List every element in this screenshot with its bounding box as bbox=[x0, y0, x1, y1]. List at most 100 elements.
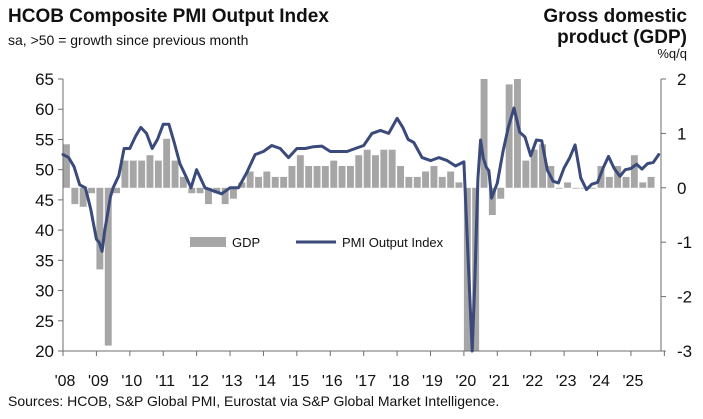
gdp-bar bbox=[146, 155, 154, 188]
gdp-bar bbox=[221, 187, 229, 205]
x-tick-label: '22 bbox=[522, 373, 543, 390]
gdp-bar bbox=[88, 187, 95, 194]
gdp-bar bbox=[497, 187, 505, 199]
pmi-line bbox=[61, 106, 661, 353]
gdp-bar bbox=[280, 176, 288, 188]
chart-title: HCOB Composite PMI Output Index bbox=[8, 6, 329, 27]
left-tick-label: 60 bbox=[35, 100, 54, 119]
gdp-bar bbox=[288, 166, 296, 188]
x-tick-label: '17 bbox=[355, 373, 376, 390]
gdp-bars bbox=[63, 79, 655, 351]
x-tick-label: '09 bbox=[88, 373, 109, 390]
left-tick-label: 20 bbox=[35, 342, 54, 361]
right-axis-title: Gross domestic product (GDP) bbox=[543, 6, 687, 48]
gdp-bar bbox=[530, 149, 538, 188]
x-tick-label: '20 bbox=[455, 373, 476, 390]
gdp-bar bbox=[79, 187, 87, 207]
pmi-line-layer bbox=[61, 106, 661, 353]
gdp-bar bbox=[188, 187, 196, 194]
legend-gdp-swatch bbox=[190, 237, 226, 247]
chart-subtitle: sa, >50 = growth since previous month bbox=[8, 32, 249, 48]
gdp-bar bbox=[355, 155, 363, 188]
gdp-bar bbox=[539, 144, 546, 188]
gdp-bar bbox=[71, 187, 79, 205]
gdp-bar bbox=[438, 176, 446, 188]
gdp-bar bbox=[313, 166, 321, 188]
gdp-bar bbox=[196, 187, 204, 194]
x-tick-label: '19 bbox=[422, 373, 443, 390]
legend-gdp-label: GDP bbox=[232, 235, 260, 250]
gdp-bar bbox=[138, 160, 146, 188]
gdp-bar bbox=[330, 160, 338, 188]
gdp-bar bbox=[246, 171, 254, 188]
gdp-bar bbox=[305, 166, 313, 188]
gdp-bar bbox=[422, 171, 429, 188]
gdp-bar bbox=[171, 160, 179, 188]
x-tick-label: '08 bbox=[55, 373, 76, 390]
gdp-bar bbox=[230, 187, 237, 199]
source-note: Sources: HCOB, S&P Global PMI, Eurostat … bbox=[8, 393, 500, 409]
gdp-bar bbox=[430, 166, 438, 188]
gdp-bar bbox=[455, 182, 463, 188]
x-tick-label: '15 bbox=[288, 373, 309, 390]
gdp-bar bbox=[271, 176, 279, 188]
gdp-bar bbox=[129, 160, 137, 188]
gdp-bar bbox=[564, 182, 571, 188]
right-axis-unit: %q/q bbox=[657, 46, 687, 61]
gdp-bar bbox=[347, 166, 354, 188]
gdp-bar bbox=[514, 79, 521, 188]
gdp-bar bbox=[263, 171, 271, 188]
left-tick-label: 45 bbox=[35, 191, 54, 210]
right-axis-title-line1: Gross domestic bbox=[543, 6, 687, 27]
chart-axes: 20 25 30 35 40 45 50 55 60 65 -3 -2 -1 0 1 2 '08 '09 '10 '1… bbox=[35, 70, 692, 390]
gdp-bar bbox=[63, 144, 70, 188]
gdp-bar bbox=[121, 160, 129, 188]
chart-legend: GDP PMI Output Index bbox=[190, 235, 444, 250]
gdp-bar bbox=[380, 149, 388, 188]
legend-pmi-label: PMI Output Index bbox=[342, 235, 444, 250]
gdp-bar bbox=[480, 79, 488, 188]
left-tick-label: 30 bbox=[35, 282, 54, 301]
left-tick-label: 40 bbox=[35, 221, 54, 240]
right-tick-label: -1 bbox=[677, 233, 692, 252]
x-tick-label: '13 bbox=[222, 373, 243, 390]
right-tick-label: 2 bbox=[677, 70, 686, 89]
gdp-bar bbox=[96, 187, 104, 270]
gdp-bar bbox=[630, 155, 638, 188]
left-tick-label: 35 bbox=[35, 251, 54, 270]
gdp-bar bbox=[338, 166, 346, 188]
gdp-bar bbox=[522, 160, 530, 188]
gdp-bar bbox=[488, 187, 496, 215]
gdp-bar bbox=[397, 166, 404, 188]
gdp-bar bbox=[179, 176, 187, 188]
x-tick-label: '12 bbox=[188, 373, 209, 390]
x-tick-label: '18 bbox=[389, 373, 410, 390]
gdp-bar bbox=[255, 176, 262, 188]
gdp-bar bbox=[321, 166, 329, 188]
gdp-bar bbox=[447, 171, 455, 188]
right-axis-title-line2: product (GDP) bbox=[557, 27, 687, 48]
gdp-bar bbox=[505, 84, 513, 188]
right-tick-label: 0 bbox=[677, 179, 686, 198]
gdp-bar bbox=[388, 149, 396, 188]
left-tick-label: 25 bbox=[35, 312, 54, 331]
gdp-bar bbox=[154, 160, 162, 188]
gdp-bar bbox=[647, 176, 655, 188]
gdp-bar bbox=[163, 138, 171, 188]
right-tick-label: -3 bbox=[677, 342, 692, 361]
gdp-bar bbox=[572, 187, 580, 189]
left-tick-label: 50 bbox=[35, 161, 54, 180]
x-tick-label: '11 bbox=[155, 373, 175, 390]
gdp-bar bbox=[113, 187, 120, 194]
gdp-bar bbox=[205, 187, 212, 205]
x-tick-label: '23 bbox=[556, 373, 577, 390]
x-tick-label: '10 bbox=[121, 373, 142, 390]
left-tick-label: 65 bbox=[35, 70, 54, 89]
x-tick-label: '14 bbox=[255, 373, 276, 390]
gdp-bar bbox=[238, 182, 246, 188]
gdp-bar bbox=[555, 187, 563, 189]
right-tick-label: -2 bbox=[677, 288, 692, 307]
left-tick-label: 55 bbox=[35, 130, 54, 149]
gdp-bar bbox=[614, 166, 622, 188]
